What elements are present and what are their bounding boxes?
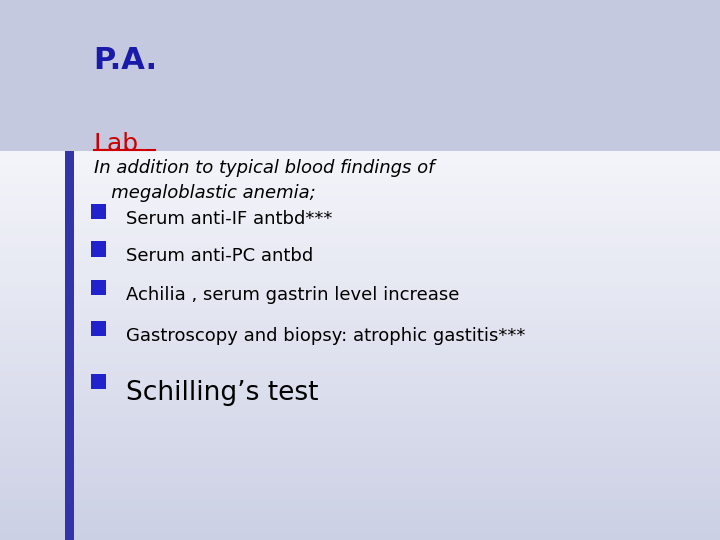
Text: Achilia , serum gastrin level increase: Achilia , serum gastrin level increase (126, 286, 459, 304)
Bar (0, 417, 720, 423)
Bar (0, 248, 720, 255)
Bar (0, 203, 720, 210)
Bar (0, 391, 720, 397)
Bar (0, 527, 720, 534)
Bar (0, 0, 720, 151)
Text: Schilling’s test: Schilling’s test (126, 380, 318, 406)
Bar (0, 443, 720, 449)
Bar (0, 300, 720, 307)
Bar (0, 436, 720, 443)
Bar (0, 216, 720, 222)
Bar (0, 456, 720, 462)
Bar (0, 372, 720, 378)
Bar (65, 151, 74, 540)
Bar (0, 423, 720, 430)
Bar (0, 514, 720, 521)
Bar (0, 242, 720, 248)
Bar (0, 287, 720, 294)
Bar (0, 352, 720, 359)
Bar (0, 488, 720, 495)
Bar (0, 482, 720, 488)
Bar (0, 534, 720, 540)
Bar (0, 294, 720, 300)
Bar (0, 384, 720, 391)
Bar (0, 210, 720, 216)
Bar (0, 501, 720, 508)
Text: P.A.: P.A. (94, 46, 158, 75)
Text: Gastroscopy and biopsy: atrophic gastitis***: Gastroscopy and biopsy: atrophic gastiti… (126, 327, 526, 345)
Bar (0, 397, 720, 404)
Bar (0, 255, 720, 261)
Bar (0, 307, 720, 313)
Bar (91, 204, 106, 219)
Bar (0, 359, 720, 365)
Bar (0, 177, 720, 184)
Bar (0, 235, 720, 242)
Bar (0, 158, 720, 164)
Text: In addition to typical blood findings of: In addition to typical blood findings of (94, 159, 434, 177)
Bar (0, 320, 720, 326)
Text: Lab: Lab (94, 132, 139, 156)
Bar (0, 365, 720, 372)
Bar (0, 313, 720, 320)
Bar (0, 378, 720, 384)
Bar (0, 449, 720, 456)
Bar (0, 404, 720, 410)
Bar (0, 229, 720, 235)
Bar (0, 495, 720, 501)
Bar (0, 222, 720, 229)
Bar (0, 171, 720, 177)
Bar (0, 268, 720, 274)
Bar (0, 346, 720, 352)
Bar (0, 410, 720, 417)
Text: megaloblastic anemia;: megaloblastic anemia; (94, 184, 315, 201)
Bar (0, 151, 720, 158)
Text: Serum anti-IF antbd***: Serum anti-IF antbd*** (126, 210, 333, 227)
Bar (0, 281, 720, 287)
Bar (91, 280, 106, 295)
Bar (0, 508, 720, 514)
Bar (0, 462, 720, 469)
Bar (0, 475, 720, 482)
Bar (0, 261, 720, 268)
Bar (0, 197, 720, 203)
Bar (0, 326, 720, 333)
Bar (91, 374, 106, 389)
Bar (0, 164, 720, 171)
Bar (0, 184, 720, 190)
Bar (0, 274, 720, 281)
Bar (0, 190, 720, 197)
Text: Serum anti-PC antbd: Serum anti-PC antbd (126, 247, 313, 265)
Bar (91, 321, 106, 336)
Bar (0, 430, 720, 436)
Bar (0, 469, 720, 475)
Bar (0, 339, 720, 346)
Bar (0, 521, 720, 527)
Bar (91, 241, 106, 256)
Bar (0, 333, 720, 339)
